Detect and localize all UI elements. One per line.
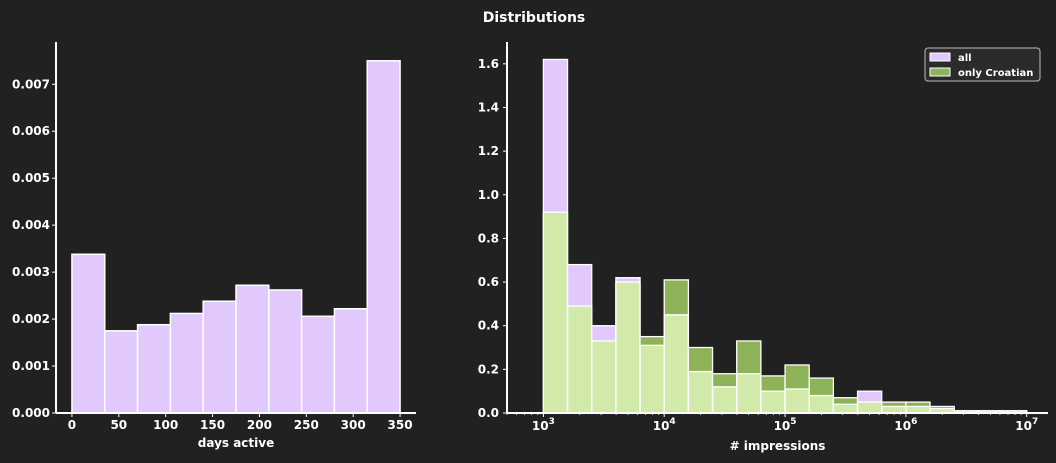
days-active-y-tick-label: 0.002 (12, 312, 50, 326)
days-active-y-tick-label: 0.006 (12, 124, 50, 138)
days-active-y-tick-label: 0.007 (12, 77, 50, 91)
impressions-bar-overlap-11 (809, 395, 834, 413)
impressions-bar-overlap-17 (954, 410, 979, 413)
impressions-x-label: # impressions (730, 439, 826, 453)
impressions-bar-overlap-3 (615, 282, 641, 413)
days-active-x-tick-label: 350 (388, 418, 413, 432)
days-active-y-tick-label: 0.004 (12, 218, 50, 232)
impressions-bar-excess-5 (664, 279, 689, 315)
impressions-bar-overlap-16 (930, 408, 955, 413)
days-active-bar-9 (366, 60, 401, 414)
impressions-x-tick-label: 105 (774, 417, 797, 433)
impressions-bar-overlap-15 (905, 406, 931, 413)
impressions-bar-overlap-14 (881, 406, 906, 413)
days-active-x-label: days active (198, 436, 274, 450)
impressions-bar-overlap-1 (567, 306, 592, 413)
days-active-ticks: 0 50 100 150 200 250 300 350 0.000 0.001 0.002 0.00… (12, 77, 413, 432)
impressions-bar-overlap-6 (688, 371, 713, 413)
impressions-bar-overlap-7 (712, 386, 737, 413)
impressions-bar-overlap-5 (664, 314, 689, 413)
days-active-bar-3 (169, 312, 204, 414)
impressions-bar-excess-12 (833, 397, 858, 405)
legend-box (924, 47, 1041, 82)
impressions-bar-overlap-4 (640, 345, 665, 413)
impressions-bar-excess-0 (543, 59, 568, 213)
impressions-bars (542, 58, 1028, 414)
impressions-bar-overlap-8 (736, 373, 761, 413)
impressions-y-tick-label: 1.4 (478, 100, 499, 114)
impressions-y-tick-label: 0.6 (478, 275, 499, 289)
days-active-y-tick-label: 0.000 (12, 406, 50, 420)
impressions-y-tick-label: 1.6 (478, 57, 499, 71)
impressions-bar-overlap-18 (978, 410, 1003, 413)
impressions-x-tick-label: 103 (532, 417, 555, 433)
impressions-ticks: 103 104 105 106 107 0.0 0.2 0.4 0.6 0.8 1.0 1.2 1.4 1… (478, 57, 1038, 433)
impressions-x-tick-label: 106 (894, 417, 917, 433)
days-active-y-tick-label: 0.005 (12, 171, 50, 185)
days-active-x-tick-label: 200 (247, 418, 272, 432)
impressions-y-tick-label: 1.0 (478, 188, 499, 202)
impressions-bar-overlap-13 (857, 402, 882, 413)
impressions-bar-overlap-10 (785, 388, 810, 413)
days-active-bar-2 (136, 323, 172, 414)
impressions-bar-excess-15 (905, 402, 931, 407)
impressions-bar-overlap-2 (591, 340, 616, 413)
impressions-bar-excess-4 (640, 336, 665, 346)
days-active-y-tick-label: 0.001 (12, 359, 50, 373)
days-active-x-tick-label: 0 (68, 418, 76, 432)
impressions-bar-excess-7 (712, 373, 737, 387)
days-active-x-tick-label: 300 (341, 418, 366, 432)
days-active-bar-8 (333, 307, 368, 414)
figure-title: Distributions (483, 10, 586, 26)
impressions-bar-excess-10 (785, 364, 810, 389)
impressions-y-tick-label: 0.2 (478, 362, 499, 376)
days-active-x-tick-label: 250 (294, 418, 319, 432)
days-active-bar-5 (235, 284, 270, 414)
legend-swatch-only-croatian (929, 67, 951, 77)
days-active-bar-4 (202, 300, 237, 414)
impressions-histogram: 103 104 105 106 107 0.0 0.2 0.4 0.6 0.8 1.0 1.2 1.4 1… (478, 42, 1048, 453)
legend-swatch-all (929, 52, 951, 62)
legend-label-all: all (958, 53, 972, 64)
days-active-bars (71, 60, 401, 414)
impressions-y-tick-label: 0.0 (478, 406, 499, 420)
impressions-bar-excess-1 (567, 264, 592, 307)
days-active-bar-6 (268, 289, 303, 414)
days-active-bar-0 (71, 253, 106, 414)
impressions-x-tick-label: 107 (1015, 417, 1038, 433)
days-active-x-tick-label: 100 (153, 418, 178, 432)
impressions-bar-excess-8 (736, 340, 761, 374)
legend: all only Croatian (924, 47, 1041, 82)
impressions-bar-excess-9 (760, 375, 786, 392)
impressions-bar-overlap-19 (1002, 410, 1027, 413)
days-active-y-tick-label: 0.003 (12, 265, 50, 279)
impressions-x-tick-label: 104 (653, 417, 676, 433)
impressions-bar-excess-2 (591, 325, 616, 341)
impressions-bar-overlap-12 (833, 404, 858, 413)
impressions-bar-excess-16 (930, 406, 955, 409)
impressions-bar-excess-14 (881, 402, 906, 407)
impressions-bar-overlap-9 (760, 391, 786, 413)
impressions-y-tick-label: 1.2 (478, 144, 499, 158)
impressions-y-tick-label: 0.8 (478, 231, 499, 245)
days-active-x-tick-label: 50 (110, 418, 127, 432)
impressions-bar-excess-6 (688, 347, 713, 372)
impressions-bar-excess-11 (809, 378, 834, 396)
impressions-bar-overlap-0 (543, 212, 568, 413)
impressions-y-tick-label: 0.4 (478, 319, 499, 333)
days-active-bar-7 (300, 315, 336, 414)
impressions-bar-excess-13 (857, 391, 882, 403)
impressions-bar-excess-3 (615, 277, 641, 283)
days-active-x-tick-label: 150 (200, 418, 225, 432)
days-active-bar-1 (104, 330, 139, 414)
legend-label-only-croatian: only Croatian (958, 68, 1033, 79)
days-active-histogram: 0 50 100 150 200 250 300 350 0.000 0.001 0.002 0.00… (12, 42, 416, 450)
